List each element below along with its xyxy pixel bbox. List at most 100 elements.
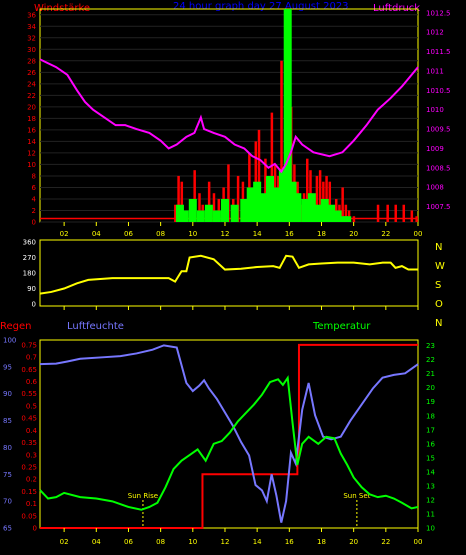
temperature-tick-label: 11	[426, 510, 435, 518]
direction-tick-label: 360	[23, 239, 36, 247]
gust-bar	[315, 175, 319, 222]
wind-tick-label: 26	[27, 69, 36, 77]
time-tick-label: 06	[124, 230, 133, 238]
mean-wind-bar	[230, 204, 239, 222]
direction-tick-label: 90	[27, 285, 36, 293]
gust-bar	[257, 129, 261, 222]
gust-bar	[174, 204, 177, 222]
gust-bar	[198, 193, 201, 222]
time-tick-label: 18	[317, 230, 326, 238]
mean-wind-bar	[314, 204, 323, 222]
temperature-tick-label: 13	[426, 482, 435, 490]
humidity-tick-label: 85	[3, 417, 12, 425]
mean-wind-bar	[175, 204, 184, 222]
mean-wind-bar	[272, 187, 281, 222]
rain-tick-label: 0.2	[26, 476, 37, 484]
direction-line	[39, 254, 418, 295]
compass-label: N	[435, 242, 442, 253]
rain-tick-label: 0.7	[26, 354, 37, 362]
wind-tick-label: 8	[32, 172, 36, 180]
wind-tick-label: 18	[27, 115, 36, 123]
time-tick-label: 00	[414, 538, 423, 546]
wind-tick-label: 32	[27, 34, 36, 42]
humidity-axis-title: Luftfeuchte	[67, 321, 124, 332]
time-tick-label: 08	[156, 538, 165, 546]
pressure-tick-label: 1009	[426, 145, 444, 153]
temperature-axis-title: Temperatur	[312, 321, 371, 332]
mean-wind-bar	[253, 181, 262, 222]
temperature-tick-label: 14	[426, 468, 435, 476]
rain-tick-label: 0	[33, 525, 37, 533]
rain-line	[40, 343, 418, 529]
rain-tick-label: 0.05	[21, 512, 37, 520]
pressure-tick-label: 1011	[426, 67, 444, 75]
humidity-tick-label: 70	[3, 498, 12, 506]
rain-tick-label: 0.55	[21, 390, 37, 398]
gust-bar	[306, 158, 309, 222]
gust-bar	[344, 204, 348, 222]
mean-wind-bar	[240, 198, 249, 222]
gust-bar	[180, 181, 184, 222]
time-tick-label: 02	[60, 538, 69, 546]
mean-wind-bar	[220, 198, 229, 222]
compass-label: S	[435, 280, 441, 291]
gust-bar	[341, 187, 344, 222]
mean-wind-bar	[301, 198, 310, 222]
wind-tick-label: 16	[27, 126, 36, 134]
gust-bar	[236, 175, 240, 222]
wind-tick-label: 12	[27, 149, 36, 157]
pressure-tick-label: 1008	[426, 184, 444, 192]
temperature-tick-label: 12	[426, 496, 435, 504]
wind-tick-label: 36	[27, 11, 36, 19]
mean-wind-bar	[259, 193, 268, 222]
time-tick-label: 16	[285, 538, 294, 546]
temperature-tick-label: 21	[426, 370, 435, 378]
gust-bar	[227, 164, 230, 222]
pressure-tick-label: 1007.5	[426, 203, 451, 211]
mean-wind-bar	[278, 170, 287, 222]
humidity-line	[39, 344, 419, 523]
mean-wind-bar	[288, 181, 297, 222]
direction-tick-label: 180	[23, 270, 36, 278]
mean-wind-bar	[196, 210, 205, 222]
time-tick-label: 12	[221, 538, 230, 546]
temperature-tick-label: 18	[426, 412, 435, 420]
pressure-tick-label: 1008.5	[426, 164, 451, 172]
compass-label: O	[435, 299, 443, 310]
gust-bar	[352, 216, 356, 222]
time-tick-label: 18	[317, 538, 326, 546]
gust-bar	[270, 112, 274, 222]
time-tick-label: 02	[60, 230, 69, 238]
humidity-tick-label: 90	[3, 390, 12, 398]
mean-wind-bar	[327, 204, 336, 222]
wind-tick-label: 2	[32, 207, 36, 215]
gust-bar	[376, 204, 380, 222]
time-tick-label: 16	[285, 230, 294, 238]
rain-tick-label: 0.25	[21, 463, 37, 471]
rain-tick-label: 0.4	[26, 427, 38, 435]
compass-label: W	[435, 261, 445, 272]
gust-bar	[402, 204, 406, 222]
pressure-tick-label: 1009.5	[426, 126, 451, 134]
pressure-tick-label: 1010	[426, 106, 444, 114]
humidity-tick-label: 75	[3, 471, 12, 479]
time-tick-label: 12	[221, 230, 230, 238]
direction-panel-frame	[39, 239, 419, 307]
wind-tick-label: 10	[27, 161, 36, 169]
mean-wind-bar	[283, 9, 292, 222]
wind-tick-label: 20	[27, 103, 36, 111]
temperature-tick-label: 19	[426, 398, 435, 406]
time-tick-label: 22	[381, 538, 390, 546]
humidity-tick-label: 100	[3, 337, 16, 345]
gust-bar	[415, 216, 418, 222]
wind-tick-label: 6	[32, 184, 37, 192]
time-tick-label: 14	[253, 538, 262, 546]
rain-tick-label: 0.5	[26, 402, 37, 410]
mean-wind-bar	[246, 187, 255, 222]
rain-tick-label: 0.45	[21, 415, 37, 423]
wind-tick-label: 14	[27, 138, 36, 146]
time-tick-label: 22	[381, 230, 390, 238]
wind-tick-label: 0	[32, 219, 36, 227]
mean-wind-bar	[266, 175, 275, 222]
compass-label: N	[435, 318, 442, 329]
